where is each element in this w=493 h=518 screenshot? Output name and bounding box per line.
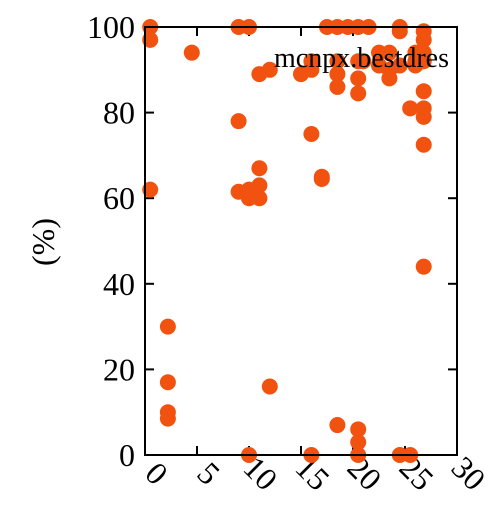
x-tick-label: 30 (445, 449, 493, 497)
data-point (415, 108, 432, 125)
legend-label: mcnpx.bestdres (274, 43, 449, 74)
data-point (159, 374, 176, 391)
data-point (391, 23, 408, 40)
y-tick-label: 0 (119, 437, 135, 473)
y-tick-label: 100 (87, 9, 135, 45)
data-point (350, 421, 367, 438)
y-axis-label: (%) (25, 218, 61, 266)
data-point (329, 417, 346, 434)
points-layer (142, 19, 432, 463)
x-tick-label: 0 (138, 455, 175, 492)
data-point (251, 190, 268, 207)
y-tick-label: 60 (103, 180, 135, 216)
data-point (230, 113, 247, 130)
data-point (415, 136, 432, 153)
data-point (261, 378, 278, 395)
data-point (381, 44, 398, 61)
data-point (313, 170, 330, 187)
data-point (159, 318, 176, 335)
data-point (303, 53, 320, 70)
data-point (355, 53, 372, 70)
data-point (381, 70, 398, 87)
data-point (415, 53, 432, 70)
data-point (415, 258, 432, 275)
data-point (329, 78, 346, 95)
data-point (350, 70, 367, 87)
data-point (391, 57, 408, 74)
data-point (303, 126, 320, 142)
data-point (415, 31, 432, 48)
data-point (159, 410, 176, 427)
data-point (402, 100, 419, 117)
data-point (251, 160, 268, 177)
y-tick-label: 40 (103, 266, 135, 302)
data-point (183, 44, 200, 61)
y-tick-label: 80 (103, 95, 135, 131)
data-point (350, 85, 367, 102)
x-tick-label: 5 (190, 455, 227, 492)
plot-frame (144, 26, 458, 456)
data-point (251, 177, 268, 194)
data-point (142, 31, 159, 48)
data-point (142, 181, 159, 198)
y-tick-label: 20 (103, 351, 135, 387)
data-point (329, 66, 346, 83)
data-point (415, 83, 432, 100)
data-point (329, 53, 346, 70)
data-point (261, 61, 278, 78)
data-point (350, 434, 367, 451)
